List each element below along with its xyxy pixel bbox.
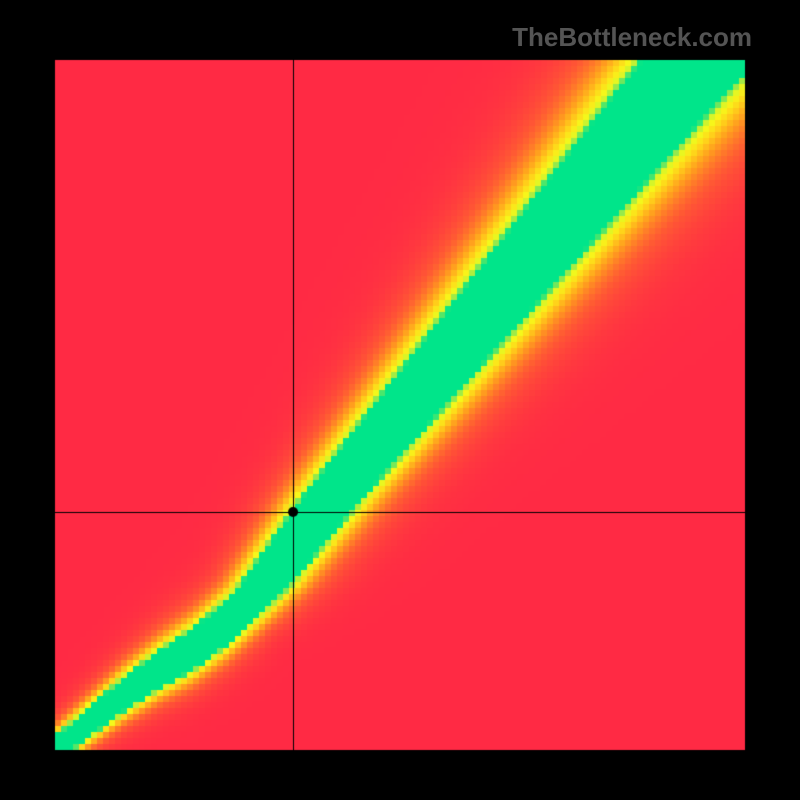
heatmap-canvas — [0, 0, 800, 800]
watermark-label: TheBottleneck.com — [512, 22, 752, 53]
chart-container: TheBottleneck.com — [0, 0, 800, 800]
